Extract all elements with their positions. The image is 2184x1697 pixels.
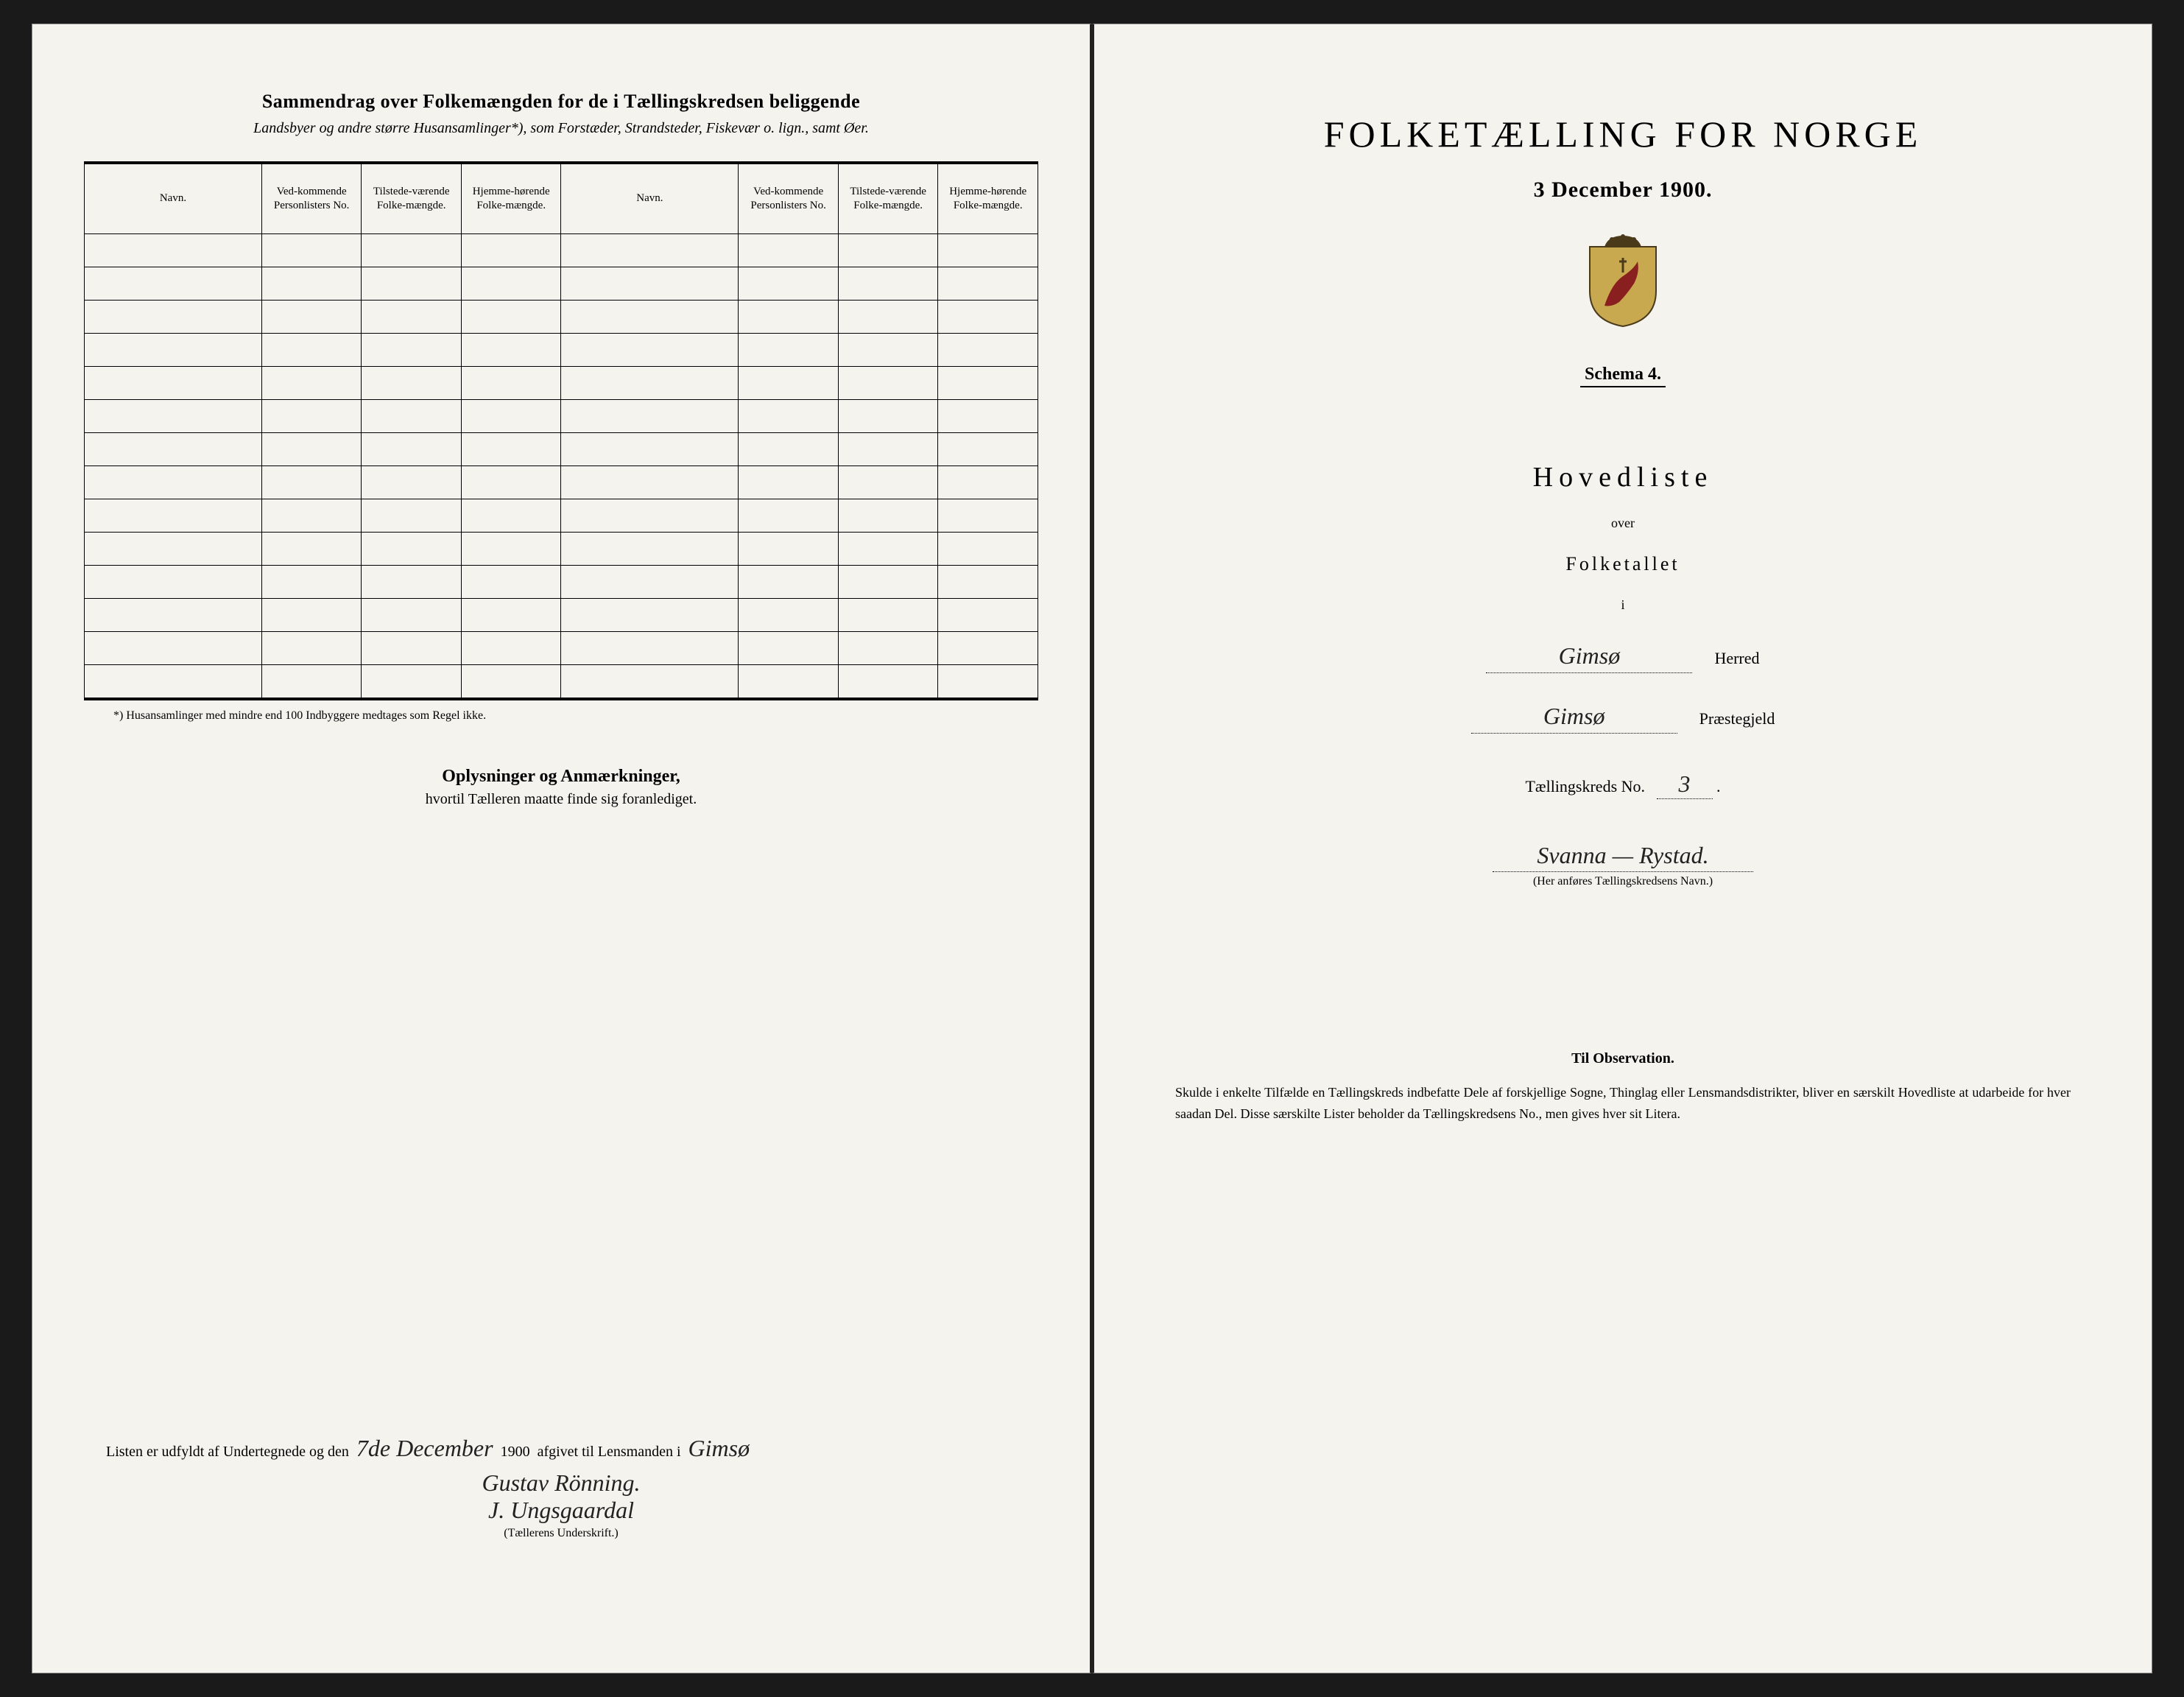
sig-mid: afgivet til Lensmanden i [538,1444,681,1461]
table-row [85,400,1038,433]
over-label: over [1146,516,2100,531]
right-page: FOLKETÆLLING FOR NORGE 3 December 1900. … [1092,24,2152,1673]
prestegjeld-row: Gimsø Præstegjeld [1146,703,2100,734]
kreds-name-row: Svanna — Rystad. [1146,842,2100,869]
col-navn: Navn. [85,164,262,234]
table-row [85,334,1038,367]
oplysninger-sub: hvortil Tælleren maatte finde sig foranl… [84,791,1038,808]
tk-period: . [1716,777,1721,795]
summary-table-wrap: Navn. Ved-kommende Personlisters No. Til… [84,161,1038,700]
left-subtitle: Landsbyer og andre større Husansamlinger… [84,117,1038,139]
sig-date-handwriting: 7de December [356,1435,493,1462]
kreds-caption: (Her anføres Tællingskredsens Navn.) [1146,875,2100,888]
i-label: i [1146,597,2100,613]
tk-number: 3 [1657,770,1713,799]
schema-label: Schema 4. [1580,365,1666,387]
prestegjeld-value: Gimsø [1471,703,1677,734]
col-tilstede-2: Tilstede-værende Folke-mængde. [838,164,938,234]
sig-place-handwriting: Gimsø [688,1435,750,1462]
kreds-name-value: Svanna — Rystad. [1493,842,1753,872]
table-row [85,466,1038,499]
col-tilstede: Tilstede-værende Folke-mængde. [362,164,462,234]
table-row [85,367,1038,400]
table-header-row: Navn. Ved-kommende Personlisters No. Til… [85,164,1038,234]
left-page: Sammendrag over Folkemængden for de i Tæ… [32,24,1092,1673]
herred-row: Gimsø Herred [1146,642,2100,673]
col-hjemme-2: Hjemme-hørende Folke-mængde. [938,164,1038,234]
summary-tbody [85,234,1038,698]
left-title: Sammendrag over Folkemængden for de i Tæ… [84,91,1038,113]
sig-name-1: Gustav Rönning. [106,1469,1016,1497]
herred-label: Herred [1714,649,1759,668]
prestegjeld-label: Præstegjeld [1699,709,1775,728]
observation-body: Skulde i enkelte Tilfælde en Tællingskre… [1146,1082,2100,1125]
tallingskreds-row: Tællingskreds No. 3 . [1146,770,2100,798]
coat-of-arms-icon [1582,232,1663,328]
observation-heading: Til Observation. [1146,1050,2100,1067]
col-hjemme: Hjemme-hørende Folke-mængde. [461,164,561,234]
herred-value: Gimsø [1486,642,1692,673]
table-row [85,566,1038,599]
sig-year: 1900 [501,1444,530,1461]
observation-block: Til Observation. Skulde i enkelte Tilfæl… [1146,1050,2100,1125]
table-row [85,665,1038,698]
signature-line: Listen er udfyldt af Undertegnede og den… [106,1435,1016,1462]
folketallet-label: Folketallet [1146,553,2100,575]
table-row [85,533,1038,566]
table-row [85,632,1038,665]
oplysninger-heading: Oplysninger og Anmærkninger, [84,767,1038,787]
col-navn-2: Navn. [561,164,739,234]
table-row [85,599,1038,632]
main-date: 3 December 1900. [1146,178,2100,203]
signature-names: Gustav Rönning. J. Ungsgaardal [106,1469,1016,1524]
right-content: FOLKETÆLLING FOR NORGE 3 December 1900. … [1146,113,2100,1125]
table-row [85,433,1038,466]
book-spread: Sammendrag over Folkemængden for de i Tæ… [32,24,2152,1673]
left-header: Sammendrag over Folkemængden for de i Tæ… [84,91,1038,139]
table-row [85,301,1038,334]
table-row [85,499,1038,533]
table-row [85,267,1038,301]
sig-prefix: Listen er udfyldt af Undertegnede og den [106,1444,349,1461]
signature-block: Listen er udfyldt af Undertegnede og den… [106,1435,1016,1540]
signature-caption: (Tællerens Underskrift.) [106,1527,1016,1540]
col-personlister-2: Ved-kommende Personlisters No. [739,164,839,234]
table-row [85,234,1038,267]
hovedliste-heading: Hovedliste [1146,461,2100,493]
col-personlister: Ved-kommende Personlisters No. [261,164,362,234]
summary-table: Navn. Ved-kommende Personlisters No. Til… [84,164,1038,698]
table-footnote: *) Husansamlinger med mindre end 100 Ind… [84,709,1038,723]
sig-name-2: J. Ungsgaardal [106,1497,1016,1524]
main-title: FOLKETÆLLING FOR NORGE [1146,113,2100,155]
tk-label: Tællingskreds No. [1525,777,1645,795]
